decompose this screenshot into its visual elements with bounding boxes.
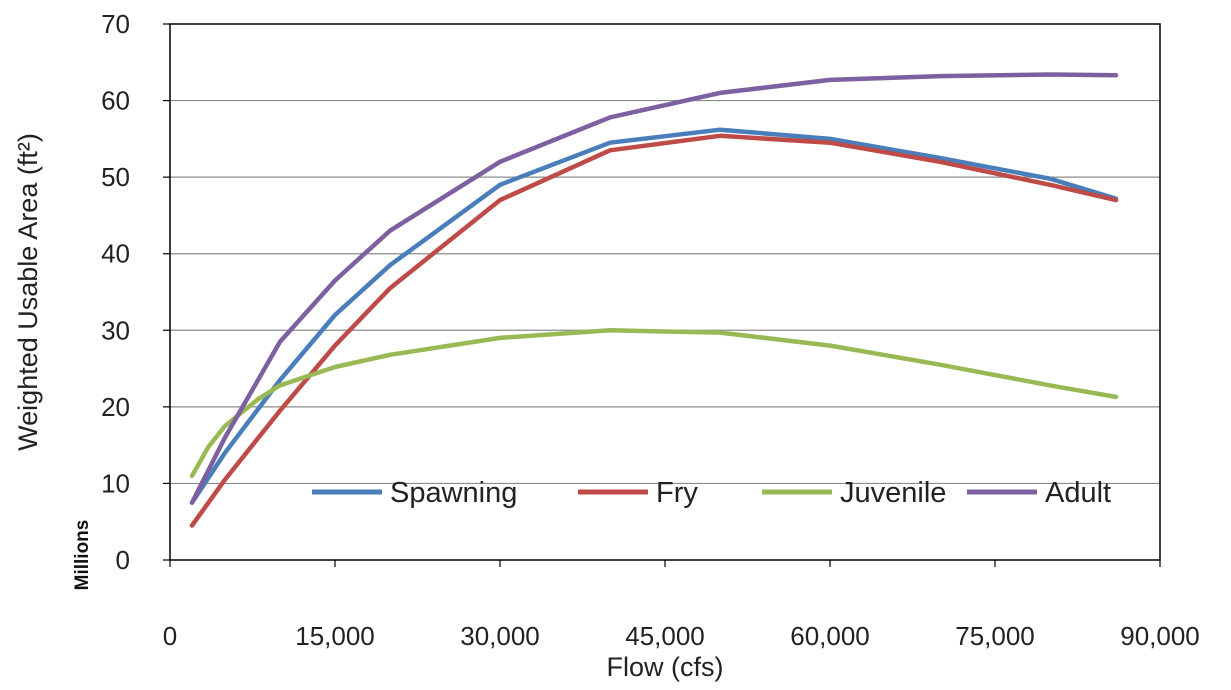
legend-label-adult: Adult (1045, 477, 1111, 509)
y-tick-label: 30 (101, 315, 130, 345)
legend-label-spawning: Spawning (390, 477, 517, 509)
series-line-adult (189, 72, 1119, 505)
legend-label-juvenile: Juvenile (840, 477, 946, 509)
legend: Spawning Fry Juvenile Adult (312, 477, 1111, 509)
y-tick-label: 60 (101, 86, 130, 116)
x-tick-label: 15,000 (295, 621, 375, 651)
x-axis-ticks: 0 15,000 30,000 45,000 60,000 75,000 90,000 (163, 560, 1200, 651)
x-tick-label: 90,000 (1120, 621, 1200, 651)
y-tick-label: 0 (116, 545, 130, 575)
series-line-fry (189, 133, 1119, 528)
y-tick-label: 10 (101, 468, 130, 498)
x-tick-label: 60,000 (790, 621, 870, 651)
x-tick-label: 30,000 (460, 621, 540, 651)
y-axis-title: Weighted Usable Area (ft²) (13, 133, 43, 451)
y-tick-label: 40 (101, 239, 130, 269)
y-tick-label: 50 (101, 162, 130, 192)
gridlines (170, 99, 1160, 485)
series-line-spawning (189, 127, 1119, 505)
x-tick-label: 45,000 (625, 621, 705, 651)
x-tick-label: 0 (163, 621, 177, 651)
legend-label-fry: Fry (656, 477, 698, 509)
y-axis-ticks: 0 10 20 30 40 50 60 70 (101, 9, 170, 575)
series-line-juvenile (189, 328, 1119, 479)
series-lines (189, 72, 1119, 528)
y-tick-label: 70 (101, 9, 130, 39)
y-unit-label: Millions (72, 520, 93, 591)
x-tick-label: 75,000 (955, 621, 1035, 651)
y-tick-label: 20 (101, 392, 130, 422)
x-axis-title: Flow (cfs) (607, 652, 724, 682)
